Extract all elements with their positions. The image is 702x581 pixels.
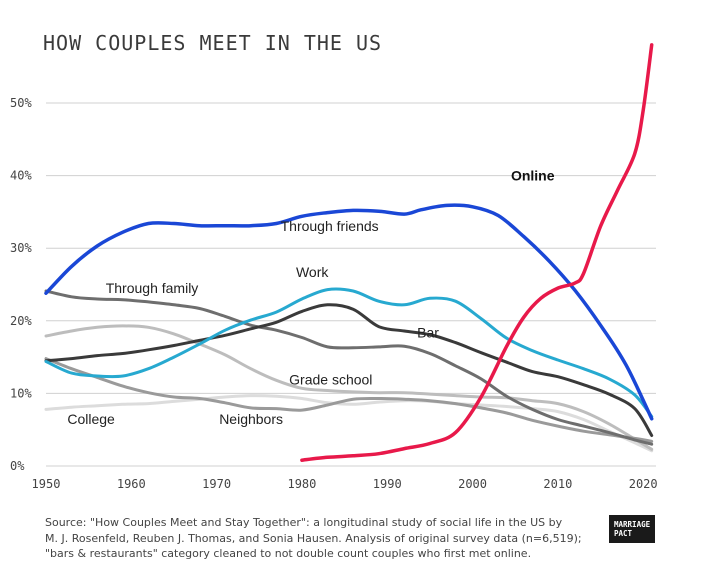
y-tick-label: 20% (10, 314, 32, 328)
series-line-through-family (44, 289, 654, 446)
x-tick-label: 1950 (32, 477, 61, 491)
source-line: "bars & restaurants" category cleaned to… (45, 547, 532, 560)
series-label-neighbors: Neighbors (219, 411, 283, 427)
logo-line: PACT (614, 529, 633, 538)
series-lines (44, 43, 654, 462)
series-labels: Through friends Online Through family Work B… (67, 168, 554, 427)
y-tick-label: 0% (10, 459, 25, 473)
series-line-bar (44, 303, 654, 437)
x-tick-label: 1960 (117, 477, 146, 491)
series-label-through-family: Through family (106, 280, 199, 296)
source-line: Source: "How Couples Meet and Stay Toget… (45, 516, 563, 529)
x-axis-ticks: 1950 1960 1970 1980 1990 2000 2010 2020 (32, 477, 658, 491)
x-tick-label: 1990 (373, 477, 402, 491)
source-line: M. J. Rosenfeld, Reuben J. Thomas, and S… (45, 531, 582, 545)
series-line-grade-school (44, 324, 654, 451)
x-tick-label: 2010 (543, 477, 572, 491)
series-label-online: Online (511, 168, 555, 184)
series-line-college (44, 394, 654, 453)
series-line-work (44, 287, 654, 419)
y-tick-label: 50% (10, 96, 32, 110)
series-label-college: College (67, 411, 115, 427)
x-tick-label: 1980 (287, 477, 316, 491)
series-line-neighbors (44, 357, 654, 443)
y-tick-label: 10% (10, 386, 32, 400)
y-tick-label: 30% (10, 241, 32, 255)
series-line-through-friends (44, 203, 654, 421)
series-label-through-friends: Through friends (281, 218, 379, 234)
marriage-pact-logo: MARRIAGE PACT (609, 515, 655, 543)
series-line-online (300, 43, 654, 462)
x-tick-label: 2000 (458, 477, 487, 491)
x-tick-label: 1970 (202, 477, 231, 491)
series-label-grade-school: Grade school (289, 372, 372, 388)
line-chart: 0% 10% 20% 30% 40% 50% 1950 1960 1970 1980 1990 20… (10, 43, 658, 491)
series-label-bar: Bar (417, 324, 439, 340)
y-axis-ticks: 0% 10% 20% 30% 40% 50% (10, 96, 32, 473)
logo-line: MARRIAGE (614, 520, 651, 529)
chart-title: HOW COUPLES MEET IN THE US (43, 31, 383, 55)
series-label-work: Work (296, 264, 329, 280)
x-tick-label: 2020 (629, 477, 658, 491)
source-note: Source: "How Couples Meet and Stay Toget… (45, 515, 585, 562)
y-tick-label: 40% (10, 169, 32, 183)
